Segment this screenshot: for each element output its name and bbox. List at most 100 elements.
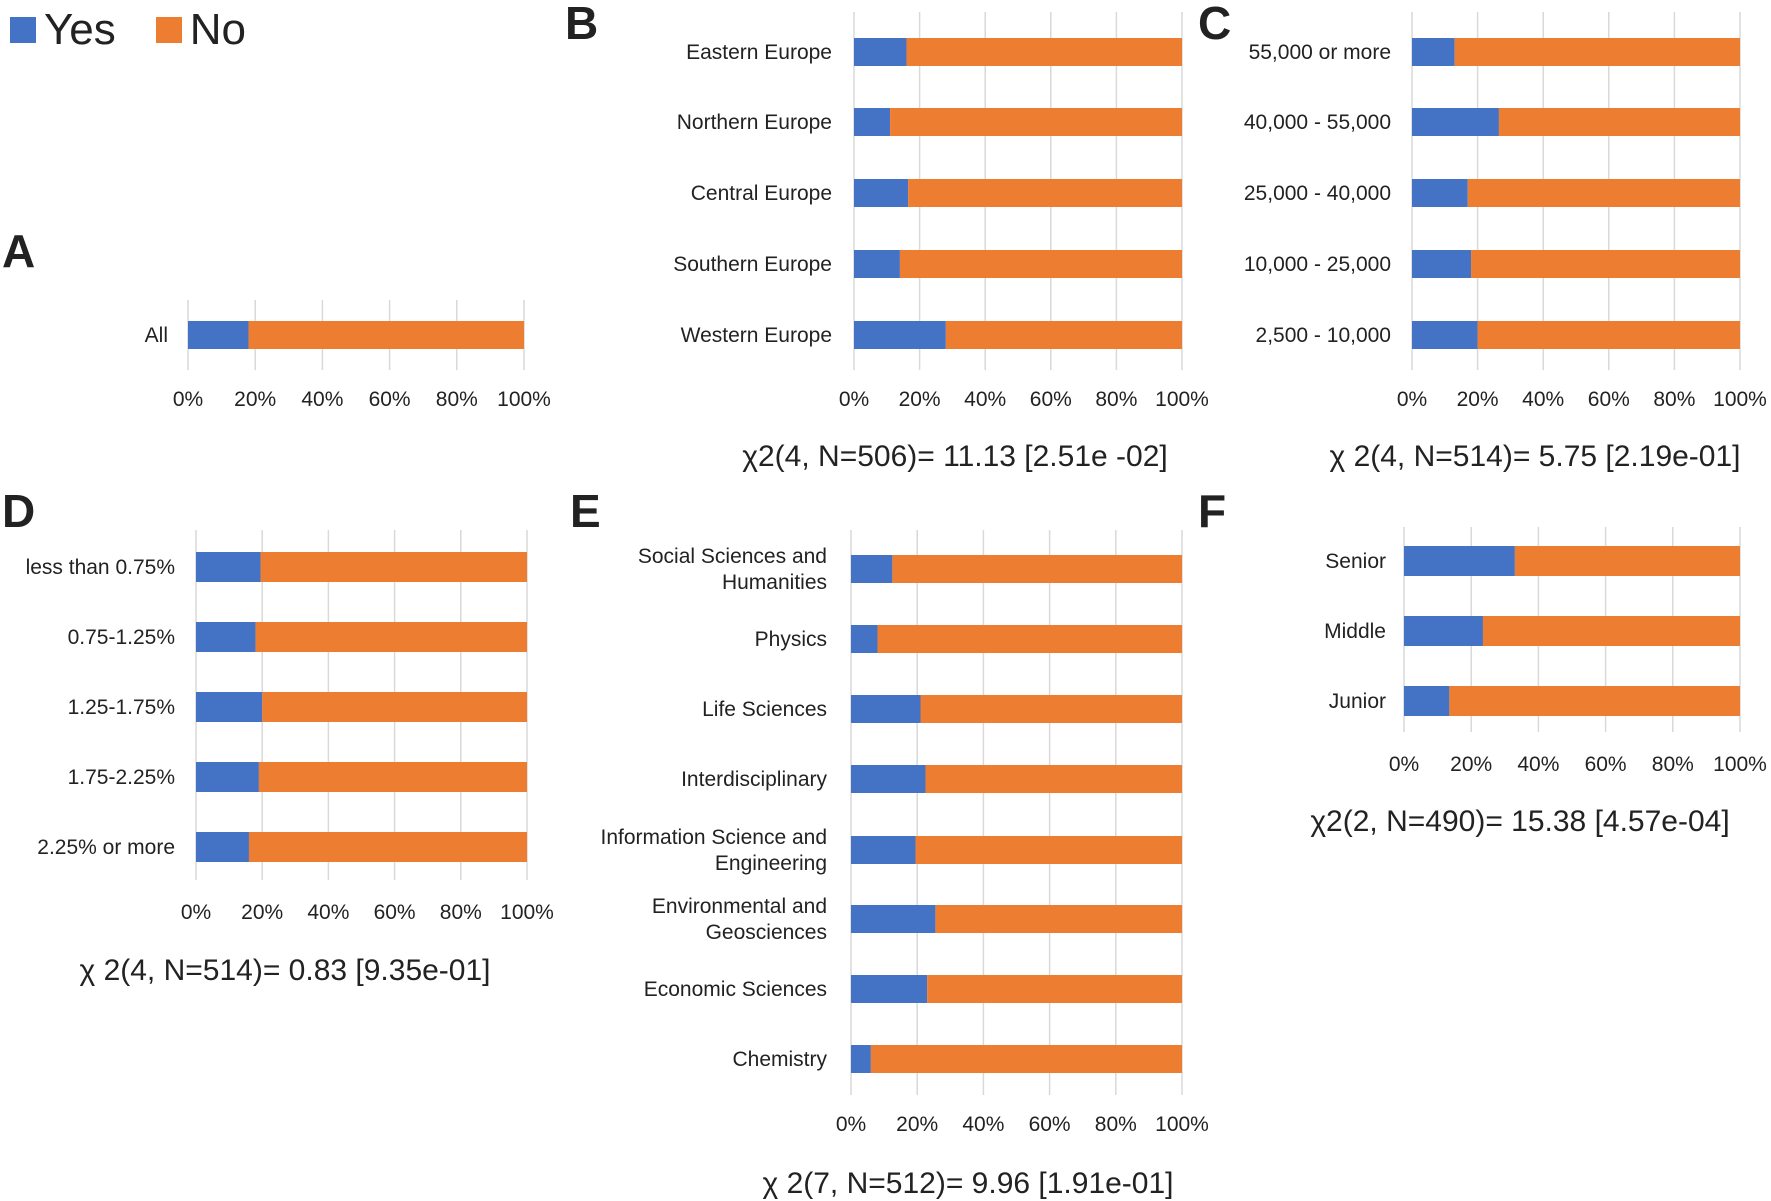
tick-label-f-3: 60%	[1585, 753, 1627, 776]
tick-label-a-5: 100%	[497, 388, 551, 411]
bar-b-1-no	[890, 108, 1182, 136]
tick-label-e-5: 100%	[1155, 1113, 1209, 1136]
tick-label-a-0: 0%	[173, 388, 203, 411]
bar-e-0-yes	[851, 555, 893, 583]
category-label-d-1: 0.75-1.25%	[68, 626, 175, 649]
tick-label-c-3: 60%	[1588, 388, 1630, 411]
bar-d-4-yes	[196, 832, 249, 862]
bar-f-2-no	[1449, 686, 1740, 716]
legend-swatch-no	[155, 17, 182, 43]
legend-label-yes: Yes	[44, 5, 116, 54]
tick-label-d-3: 60%	[374, 901, 416, 924]
bar-e-5-yes	[851, 905, 936, 933]
tick-label-c-4: 80%	[1653, 388, 1695, 411]
tick-label-c-0: 0%	[1397, 388, 1427, 411]
tick-label-b-1: 20%	[899, 388, 941, 411]
tick-label-d-5: 100%	[500, 901, 554, 924]
panel-letter-a: A	[2, 225, 36, 277]
bar-b-2-no	[908, 179, 1182, 207]
bar-e-1-yes	[851, 625, 878, 653]
category-label-d-0: less than 0.75%	[26, 556, 175, 579]
tick-label-b-0: 0%	[839, 388, 869, 411]
tick-label-f-1: 20%	[1450, 753, 1492, 776]
category-label-e-0-line1: Humanities	[722, 571, 827, 594]
tick-label-f-4: 80%	[1652, 753, 1694, 776]
tick-label-a-4: 80%	[436, 388, 478, 411]
stat-label-f: χ2(2, N=490)= 15.38 [4.57e-04]	[1310, 805, 1729, 838]
bar-e-1-no	[877, 625, 1182, 653]
category-label-f-1: Middle	[1324, 620, 1386, 643]
bar-d-3-no	[258, 762, 527, 792]
bar-e-3-no	[925, 765, 1182, 793]
category-label-c-0: 55,000 or more	[1249, 41, 1391, 64]
bar-f-0-yes	[1404, 546, 1515, 576]
bar-e-6-no	[927, 975, 1182, 1003]
tick-label-d-0: 0%	[181, 901, 211, 924]
bar-e-2-no	[920, 695, 1182, 723]
bar-c-4-yes	[1412, 321, 1478, 349]
bar-c-1-no	[1498, 108, 1740, 136]
category-label-b-0: Eastern Europe	[686, 41, 832, 64]
category-label-e-4-line0: Information Science and	[601, 826, 827, 849]
legend-item-yes: Yes	[10, 5, 116, 55]
category-label-b-4: Western Europe	[681, 324, 832, 347]
bar-e-5-no	[935, 905, 1182, 933]
tick-label-b-2: 40%	[964, 388, 1006, 411]
bar-e-7-no	[870, 1045, 1182, 1073]
panel-letter-b: B	[565, 0, 599, 49]
bar-c-3-yes	[1412, 250, 1472, 278]
bar-a-0-yes	[188, 321, 249, 349]
panel-letter-d: D	[2, 485, 36, 537]
bar-b-4-yes	[854, 321, 946, 349]
bar-d-0-no	[260, 552, 527, 582]
tick-label-b-5: 100%	[1155, 388, 1209, 411]
bar-f-1-yes	[1404, 616, 1483, 646]
category-label-c-3: 10,000 - 25,000	[1244, 253, 1391, 276]
tick-label-a-1: 20%	[234, 388, 276, 411]
bar-c-2-yes	[1412, 179, 1468, 207]
category-label-d-4: 2.25% or more	[37, 836, 175, 859]
stat-label-c: χ 2(4, N=514)= 5.75 [2.19e-01]	[1329, 440, 1740, 473]
category-label-b-2: Central Europe	[691, 182, 832, 205]
tick-label-e-4: 80%	[1095, 1113, 1137, 1136]
category-label-b-3: Southern Europe	[673, 253, 832, 276]
tick-label-c-1: 20%	[1457, 388, 1499, 411]
bar-f-2-yes	[1404, 686, 1450, 716]
category-label-e-7: Chemistry	[732, 1048, 827, 1071]
bar-d-2-no	[262, 692, 527, 722]
category-label-c-4: 2,500 - 10,000	[1256, 324, 1391, 347]
tick-label-a-2: 40%	[301, 388, 343, 411]
legend-item-no: No	[155, 5, 247, 55]
category-label-e-4-line1: Engineering	[715, 852, 827, 875]
legend-label-no: No	[189, 5, 247, 54]
category-label-e-0-line0: Social Sciences and	[638, 545, 827, 568]
bar-e-2-yes	[851, 695, 921, 723]
tick-label-f-5: 100%	[1713, 753, 1767, 776]
bar-d-4-no	[248, 832, 527, 862]
stat-label-e: χ 2(7, N=512)= 9.96 [1.91e-01]	[762, 1167, 1173, 1200]
panel-letter-f: F	[1198, 485, 1227, 537]
bar-d-0-yes	[196, 552, 261, 582]
category-label-d-3: 1.75-2.25%	[68, 766, 175, 789]
bar-a-0-no	[248, 321, 525, 349]
bar-b-3-yes	[854, 250, 900, 278]
stat-label-b: χ2(4, N=506)= 11.13 [2.51e -02]	[742, 440, 1167, 473]
category-label-f-0: Senior	[1325, 550, 1386, 573]
stat-label-d: χ 2(4, N=514)= 0.83 [9.35e-01]	[79, 954, 490, 987]
bar-c-1-yes	[1412, 108, 1499, 136]
category-label-a-0: All	[145, 324, 168, 347]
tick-label-c-5: 100%	[1713, 388, 1767, 411]
bar-e-3-yes	[851, 765, 926, 793]
tick-label-e-0: 0%	[836, 1113, 866, 1136]
tick-label-f-0: 0%	[1389, 753, 1419, 776]
tick-label-b-4: 80%	[1095, 388, 1137, 411]
tick-label-e-1: 20%	[896, 1113, 938, 1136]
bar-b-3-no	[899, 250, 1182, 278]
bar-e-4-yes	[851, 836, 916, 864]
category-label-d-2: 1.25-1.75%	[68, 696, 175, 719]
bar-b-1-yes	[854, 108, 891, 136]
tick-label-d-4: 80%	[440, 901, 482, 924]
category-label-e-3: Interdisciplinary	[681, 768, 827, 791]
bar-e-6-yes	[851, 975, 928, 1003]
